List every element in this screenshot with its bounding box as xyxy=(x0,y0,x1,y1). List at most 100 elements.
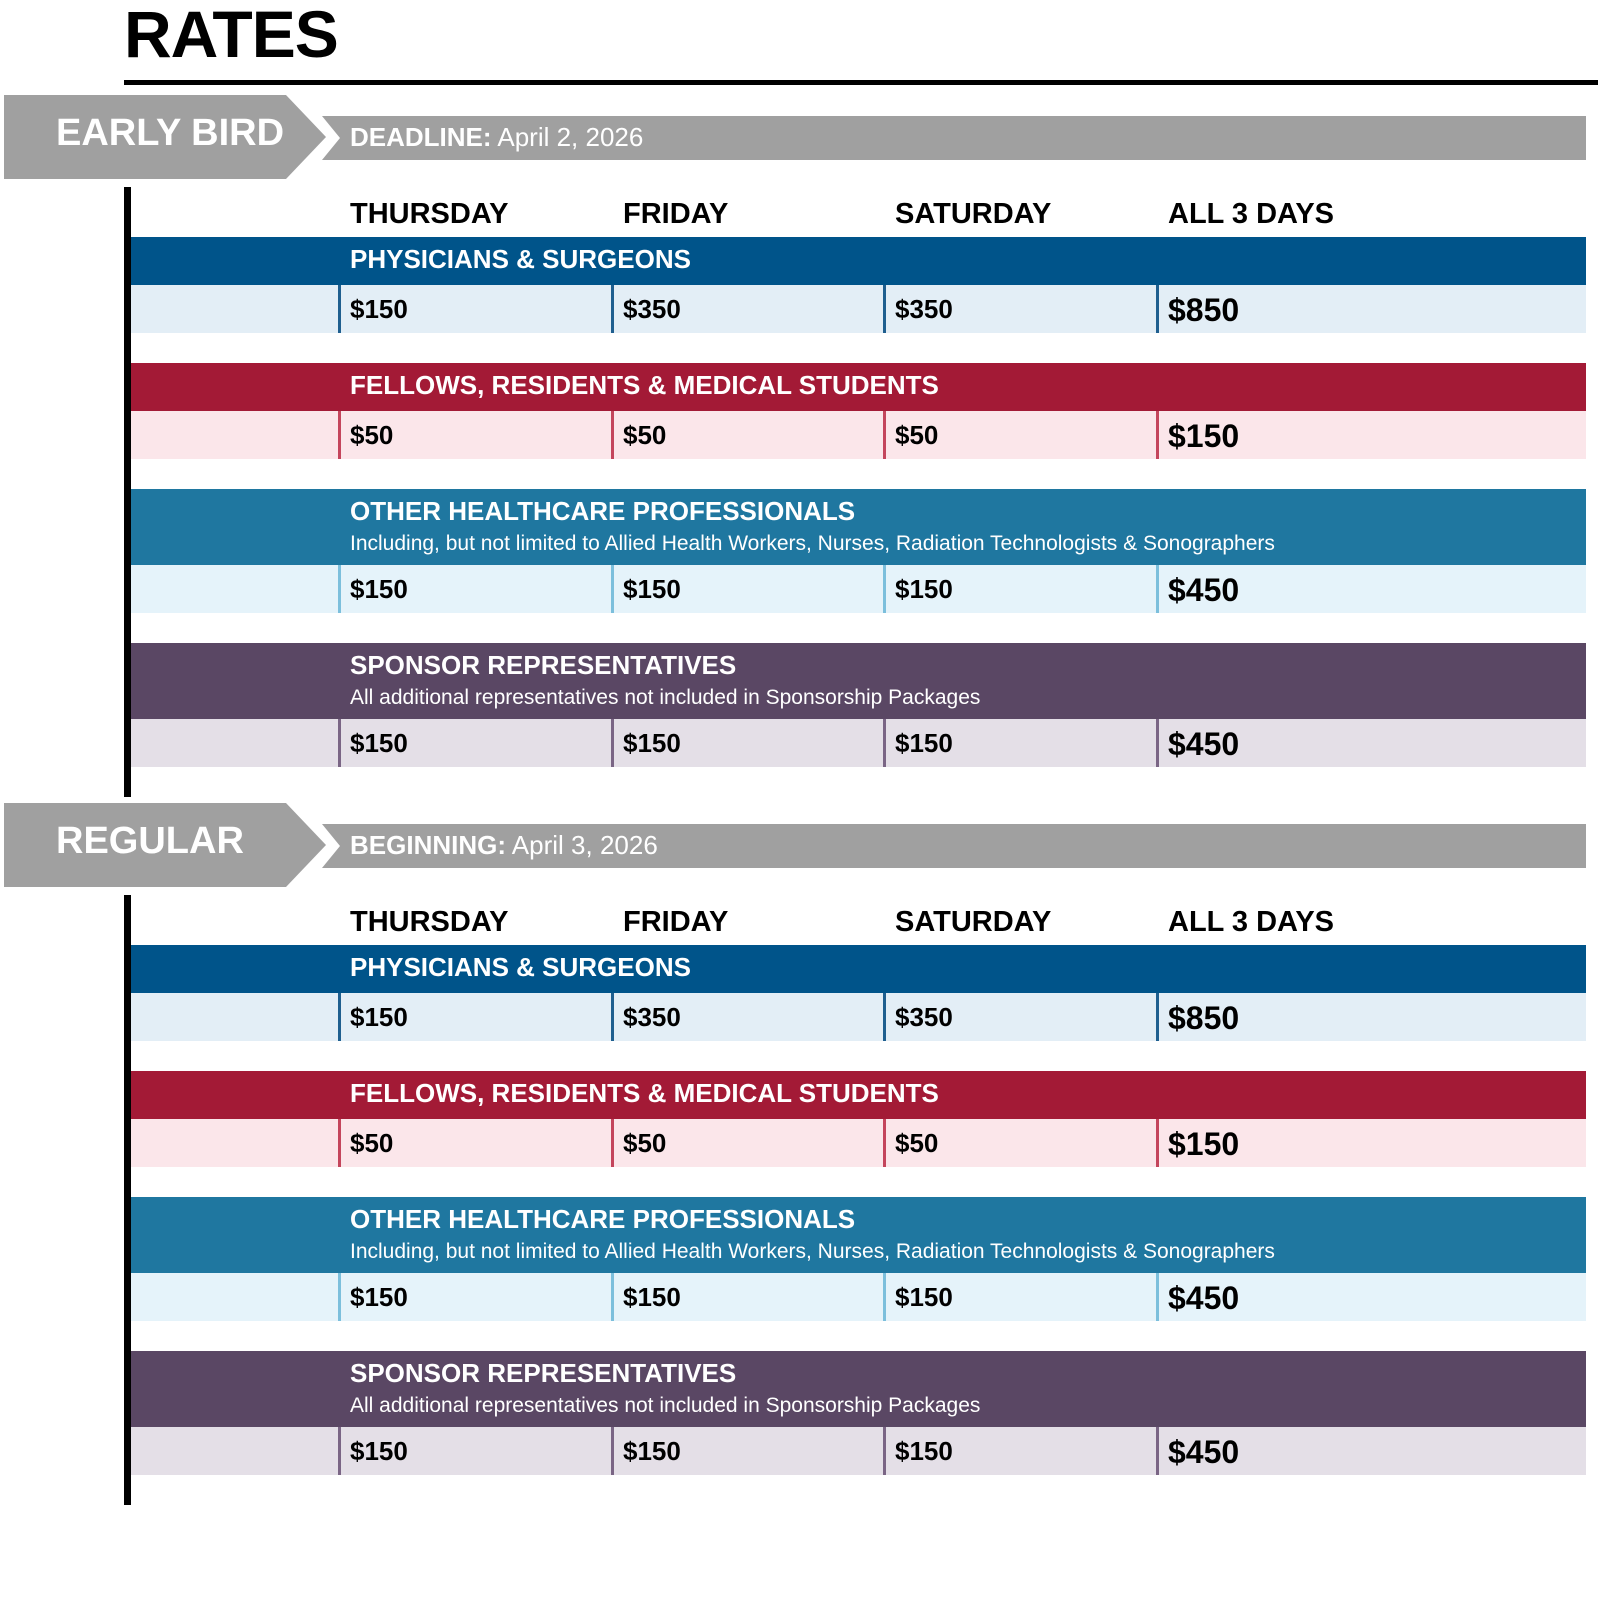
group-name: SPONSOR REPRESENTATIVES xyxy=(350,650,737,680)
section-rule xyxy=(124,895,131,1505)
price: $50 xyxy=(350,1128,394,1158)
column-divider xyxy=(338,411,341,459)
column-divider xyxy=(883,285,886,333)
column-divider xyxy=(883,719,886,767)
column-divider xyxy=(1156,1427,1159,1475)
price: $150 xyxy=(1168,418,1240,454)
column-divider xyxy=(611,411,614,459)
column-divider xyxy=(1156,1273,1159,1321)
column-divider xyxy=(1156,719,1159,767)
column-divider xyxy=(611,1427,614,1475)
column-header: THURSDAY xyxy=(350,198,509,230)
date-value: April 3, 2026 xyxy=(511,830,658,860)
column-header: ALL 3 DAYS xyxy=(1168,198,1334,230)
price: $150 xyxy=(350,1282,408,1312)
column-header: SATURDAY xyxy=(895,906,1052,938)
column-divider xyxy=(338,1273,341,1321)
section-date: DEADLINE: April 2, 2026 xyxy=(350,122,643,153)
price: $150 xyxy=(623,728,681,758)
price: $150 xyxy=(1168,1126,1240,1162)
price: $150 xyxy=(623,1282,681,1312)
price: $150 xyxy=(895,1282,953,1312)
title-rule xyxy=(124,80,1598,85)
price: $150 xyxy=(350,574,408,604)
column-divider xyxy=(883,565,886,613)
price-row xyxy=(131,993,1586,1041)
column-divider xyxy=(883,411,886,459)
group-note: All additional representatives not inclu… xyxy=(350,686,981,709)
column-divider xyxy=(611,565,614,613)
column-divider xyxy=(1156,1119,1159,1167)
column-divider xyxy=(338,285,341,333)
price-row xyxy=(131,1273,1586,1321)
price: $150 xyxy=(895,1436,953,1466)
column-divider xyxy=(611,1273,614,1321)
price: $150 xyxy=(623,574,681,604)
column-divider xyxy=(611,1119,614,1167)
price: $450 xyxy=(1168,1434,1240,1470)
column-divider xyxy=(611,285,614,333)
section-date: BEGINNING: April 3, 2026 xyxy=(350,830,658,861)
price: $850 xyxy=(1168,292,1240,328)
price-row xyxy=(131,719,1586,767)
group-header: OTHER HEALTHCARE PROFESSIONALS Including,… xyxy=(131,1197,1586,1273)
column-divider xyxy=(611,719,614,767)
section-banner xyxy=(4,95,1586,179)
price: $150 xyxy=(350,1436,408,1466)
group-name: OTHER HEALTHCARE PROFESSIONALS xyxy=(350,496,856,526)
group-header: PHYSICIANS & SURGEONS xyxy=(131,945,1586,993)
column-divider xyxy=(338,1119,341,1167)
column-divider xyxy=(1156,411,1159,459)
column-divider xyxy=(338,1427,341,1475)
price: $50 xyxy=(895,420,939,450)
price-row xyxy=(131,565,1586,613)
price: $150 xyxy=(895,728,953,758)
price: $350 xyxy=(895,294,953,324)
group-note: All additional representatives not inclu… xyxy=(350,1394,981,1417)
column-divider xyxy=(883,1427,886,1475)
price: $50 xyxy=(623,420,667,450)
price: $150 xyxy=(350,1002,408,1032)
column-header: ALL 3 DAYS xyxy=(1168,906,1334,938)
column-divider xyxy=(338,565,341,613)
column-divider xyxy=(1156,285,1159,333)
price: $850 xyxy=(1168,1000,1240,1036)
price: $50 xyxy=(623,1128,667,1158)
date-value: April 2, 2026 xyxy=(497,122,644,152)
column-header: FRIDAY xyxy=(623,906,729,938)
group-header: FELLOWS, RESIDENTS & MEDICAL STUDENTS xyxy=(131,1071,1586,1119)
column-header: SATURDAY xyxy=(895,198,1052,230)
price: $150 xyxy=(895,574,953,604)
price: $450 xyxy=(1168,1280,1240,1316)
page-title: RATES xyxy=(124,0,339,71)
column-header: THURSDAY xyxy=(350,906,509,938)
price: $150 xyxy=(350,728,408,758)
group-name: FELLOWS, RESIDENTS & MEDICAL STUDENTS xyxy=(350,1078,939,1108)
price: $350 xyxy=(623,294,681,324)
section-rule xyxy=(124,187,131,797)
section-label: REGULAR xyxy=(56,820,244,862)
price: $350 xyxy=(623,1002,681,1032)
group-header: PHYSICIANS & SURGEONS xyxy=(131,237,1586,285)
price: $50 xyxy=(350,420,394,450)
column-divider xyxy=(1156,993,1159,1041)
group-header: SPONSOR REPRESENTATIVES All additional re… xyxy=(131,643,1586,719)
group-name: PHYSICIANS & SURGEONS xyxy=(350,952,691,982)
group-note: Including, but not limited to Allied Hea… xyxy=(350,532,1275,555)
date-label: BEGINNING: xyxy=(350,830,506,860)
column-divider xyxy=(611,993,614,1041)
price-row xyxy=(131,1119,1586,1167)
price: $150 xyxy=(350,294,408,324)
price: $150 xyxy=(623,1436,681,1466)
price-row xyxy=(131,1427,1586,1475)
price: $350 xyxy=(895,1002,953,1032)
section-banner xyxy=(4,803,1586,887)
column-divider xyxy=(883,1119,886,1167)
group-header: FELLOWS, RESIDENTS & MEDICAL STUDENTS xyxy=(131,363,1586,411)
group-header: SPONSOR REPRESENTATIVES All additional re… xyxy=(131,1351,1586,1427)
section-label: EARLY BIRD xyxy=(56,112,285,154)
group-name: FELLOWS, RESIDENTS & MEDICAL STUDENTS xyxy=(350,370,939,400)
group-name: SPONSOR REPRESENTATIVES xyxy=(350,1358,737,1388)
price: $50 xyxy=(895,1128,939,1158)
